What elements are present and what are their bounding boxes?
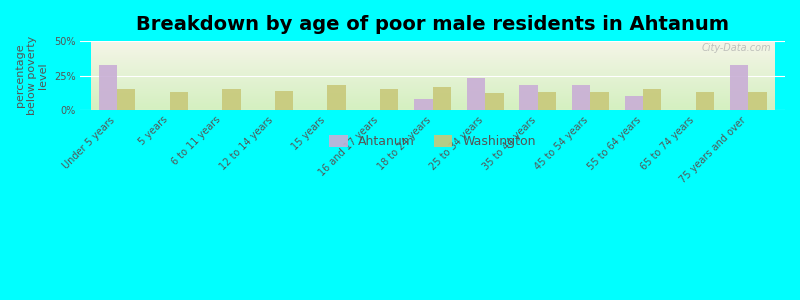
Bar: [380, 89, 398, 110]
Bar: [222, 89, 241, 110]
Bar: [170, 92, 188, 110]
Bar: [538, 92, 556, 110]
Bar: [275, 91, 294, 110]
Bar: [643, 89, 662, 110]
Bar: [572, 85, 590, 110]
Bar: [467, 78, 486, 110]
Bar: [519, 85, 538, 110]
Bar: [327, 85, 346, 110]
Bar: [486, 93, 504, 110]
Bar: [98, 64, 117, 110]
Bar: [748, 92, 766, 110]
Legend: Ahtanum, Washington: Ahtanum, Washington: [324, 130, 541, 153]
Bar: [730, 64, 748, 110]
Bar: [590, 92, 609, 110]
Text: City-Data.com: City-Data.com: [702, 43, 771, 53]
Bar: [625, 96, 643, 110]
Y-axis label: percentage
below poverty
level: percentage below poverty level: [15, 36, 48, 115]
Bar: [695, 92, 714, 110]
Title: Breakdown by age of poor male residents in Ahtanum: Breakdown by age of poor male residents …: [136, 15, 729, 34]
Bar: [433, 86, 451, 110]
Bar: [117, 89, 135, 110]
Bar: [414, 99, 433, 110]
